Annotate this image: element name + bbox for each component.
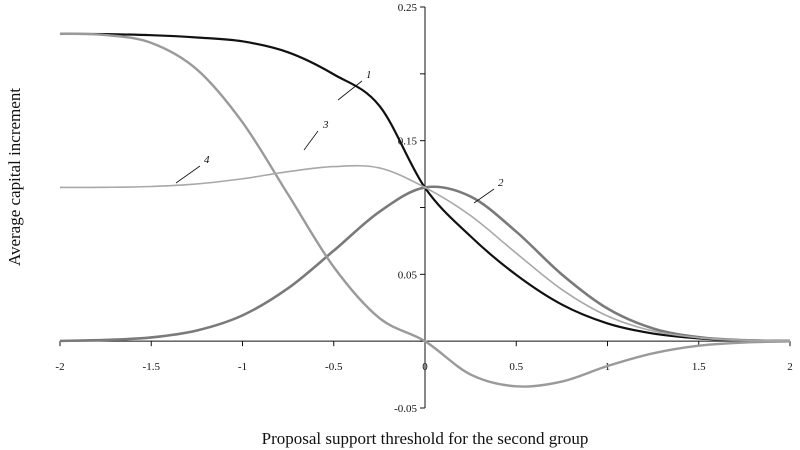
- curve-label-2: 2: [498, 177, 504, 189]
- x-axis-title: Proposal support threshold for the secon…: [262, 429, 589, 448]
- curve-label-leader: [473, 188, 495, 204]
- series-lines: [59, 32, 791, 388]
- y-tick-label: 0.05: [398, 269, 418, 281]
- series-line-4: [59, 164, 791, 342]
- series-line-3: [59, 32, 791, 388]
- curve-label-leader: [337, 80, 363, 101]
- x-tick-label: -1: [238, 361, 247, 373]
- x-tick-label: -2: [55, 361, 64, 373]
- x-tick-label: 0: [422, 361, 428, 373]
- curve-label-1: 1: [366, 69, 372, 81]
- curve-labels: 1 2 3 4: [175, 69, 504, 204]
- axes: -2 -1.5 -1 -0.5 0 0.5 1 1.5 20.250.150.05-0.05: [55, 2, 792, 415]
- y-axis-title: Average capital increment: [5, 88, 24, 266]
- x-tick-label: -1.5: [143, 361, 161, 373]
- curve-label-leader: [303, 130, 319, 151]
- x-tick-label: 2: [787, 361, 793, 373]
- y-tick-label: -0.05: [394, 403, 417, 415]
- x-tick-label: -0.5: [325, 361, 343, 373]
- curve-label-3: 3: [322, 119, 329, 131]
- curve-label-leader: [175, 165, 201, 184]
- x-tick-label: 1.5: [692, 361, 706, 373]
- curve-label-4: 4: [204, 154, 210, 166]
- y-tick-label: 0.25: [398, 2, 418, 14]
- x-tick-label: 0.5: [509, 361, 523, 373]
